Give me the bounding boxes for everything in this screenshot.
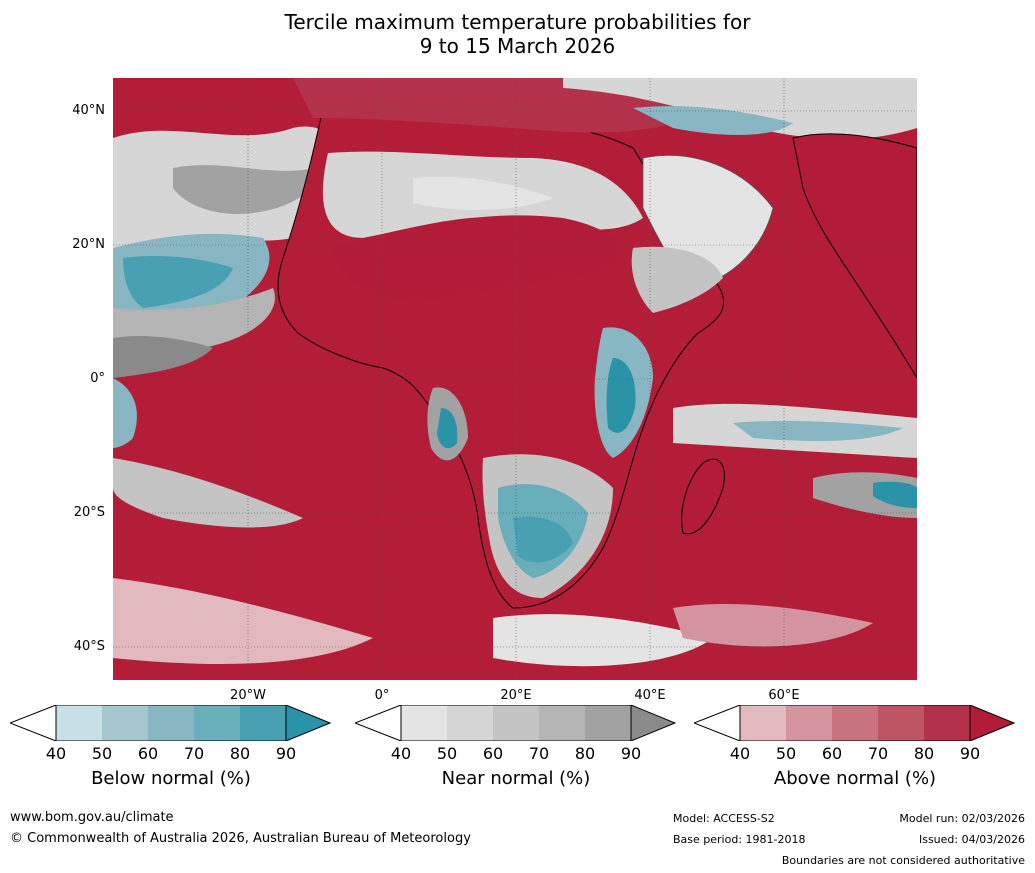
colorbar-below-seg xyxy=(240,705,286,741)
colorbar-near-seg xyxy=(539,705,585,741)
colorbar-tick-label: 70 xyxy=(528,744,550,763)
lat-label-0: 0° xyxy=(90,371,105,386)
website-text: www.bom.gov.au/climate xyxy=(10,810,174,825)
colorbar-near-low xyxy=(355,705,402,741)
model-run-text: Model run: 02/03/2026 xyxy=(899,812,1025,825)
colorbar-tick-label: 40 xyxy=(390,744,412,763)
lon-label-60e: 60°E xyxy=(768,688,800,703)
colorbar-above-high xyxy=(969,705,1016,741)
colorbar-below xyxy=(10,705,332,741)
model-text: Model: ACCESS-S2 xyxy=(673,812,775,825)
map-title-line1: Tercile maximum temperature probabilitie… xyxy=(284,10,751,34)
colorbar-above-seg xyxy=(878,705,924,741)
colorbar-tick-label: 50 xyxy=(775,744,797,763)
lon-label-40e: 40°E xyxy=(634,688,666,703)
colorbar-below-seg xyxy=(194,705,240,741)
colorbar-tick-label: 40 xyxy=(45,744,67,763)
graticule xyxy=(113,78,917,680)
colorbar-tick-label: 90 xyxy=(959,744,981,763)
colorbar-above-seg xyxy=(786,705,832,741)
colorbar-above-low xyxy=(694,705,741,741)
colorbar-tick-label: 40 xyxy=(729,744,751,763)
lon-label-20w: 20°W xyxy=(230,688,266,703)
colorbar-near-seg xyxy=(401,705,447,741)
base-period-text: Base period: 1981-2018 xyxy=(673,833,806,846)
copyright-text: © Commonwealth of Australia 2026, Austra… xyxy=(10,831,471,846)
colorbar-below-seg xyxy=(56,705,102,741)
colorbar-tick-label: 60 xyxy=(821,744,843,763)
colorbar-below-title: Below normal (%) xyxy=(91,768,251,789)
lat-label-40s: 40°S xyxy=(73,639,105,654)
colorbar-near-seg xyxy=(585,705,631,741)
colorbar-below-high xyxy=(285,705,332,741)
colorbar-tick-label: 60 xyxy=(137,744,159,763)
colorbar-tick-label: 70 xyxy=(867,744,889,763)
colorbar-above-seg xyxy=(740,705,786,741)
colorbar-near-seg xyxy=(493,705,539,741)
lon-label-0: 0° xyxy=(374,688,390,703)
probability-map xyxy=(113,78,917,680)
colorbar-above-seg xyxy=(832,705,878,741)
colorbar-tick-label: 60 xyxy=(482,744,504,763)
map-title-line2: 9 to 15 March 2026 xyxy=(419,34,616,58)
colorbar-tick-label: 90 xyxy=(620,744,642,763)
colorbar-below-seg xyxy=(148,705,194,741)
colorbar-tick-label: 70 xyxy=(183,744,205,763)
lon-label-20e: 20°E xyxy=(500,688,532,703)
colorbar-near-seg xyxy=(447,705,493,741)
colorbar-tick-label: 90 xyxy=(275,744,297,763)
colorbar-near xyxy=(355,705,677,741)
colorbar-tick-label: 80 xyxy=(229,744,251,763)
colorbar-near-title: Near normal (%) xyxy=(441,768,591,789)
colorbar-above xyxy=(694,705,1016,741)
colorbar-above-seg xyxy=(924,705,970,741)
colorbar-tick-label: 80 xyxy=(574,744,596,763)
colorbar-tick-label: 50 xyxy=(436,744,458,763)
disclaimer-text: Boundaries are not considered authoritat… xyxy=(781,854,1025,867)
colorbar-above-title: Above normal (%) xyxy=(773,768,937,789)
map-title: Tercile maximum temperature probabilitie… xyxy=(0,10,1035,58)
lat-label-20s: 20°S xyxy=(73,505,105,520)
colorbar-near-high xyxy=(630,705,677,741)
colorbar-tick-label: 50 xyxy=(91,744,113,763)
issued-text: Issued: 04/03/2026 xyxy=(918,833,1025,846)
lat-label-20n: 20°N xyxy=(72,237,105,252)
lat-label-40n: 40°N xyxy=(72,103,105,118)
colorbar-below-low xyxy=(10,705,57,741)
colorbar-tick-label: 80 xyxy=(913,744,935,763)
colorbar-below-seg xyxy=(102,705,148,741)
